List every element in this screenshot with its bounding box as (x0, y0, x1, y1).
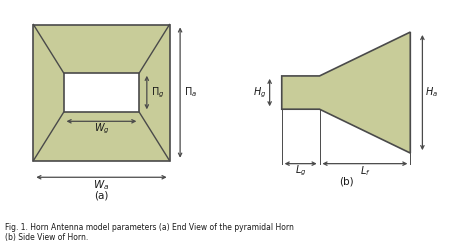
Text: $H_a$: $H_a$ (426, 86, 438, 99)
Text: $H_g$: $H_g$ (253, 85, 266, 100)
Bar (64, 73, 139, 112)
Polygon shape (282, 32, 410, 153)
Text: $L_f$: $L_f$ (360, 164, 370, 178)
Text: $\Pi_g$: $\Pi_g$ (151, 85, 164, 100)
Text: $L_g$: $L_g$ (295, 164, 306, 178)
Text: $W_a$: $W_a$ (93, 179, 109, 192)
Text: $W_g$: $W_g$ (94, 122, 109, 136)
Text: (a): (a) (94, 190, 109, 200)
Text: (b): (b) (339, 177, 353, 187)
Text: $\Pi_a$: $\Pi_a$ (184, 86, 197, 99)
Bar (33, 24, 170, 161)
Text: Fig. 1. Horn Antenna model parameters (a) End View of the pyramidal Horn
(b) Sid: Fig. 1. Horn Antenna model parameters (a… (5, 223, 293, 242)
